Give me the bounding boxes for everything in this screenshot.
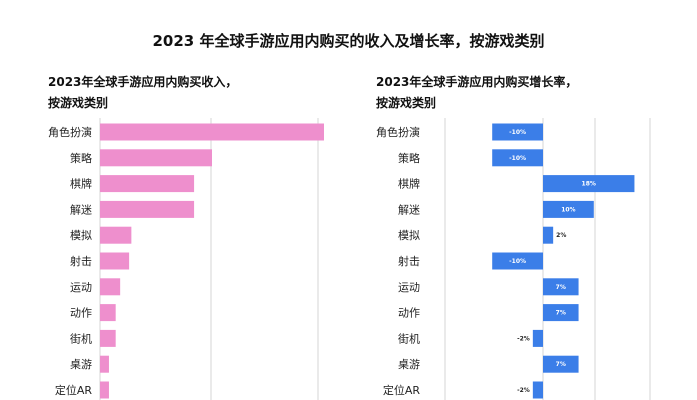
right-bar: [492, 123, 543, 141]
left-bar: [100, 226, 132, 244]
right-category-label: 角色扮演: [376, 125, 420, 139]
left-bar: [100, 381, 109, 399]
left-category-label: 桌游: [70, 358, 92, 371]
right-bar: [532, 329, 543, 347]
right-category-label: 棋牌: [398, 177, 420, 191]
right-bar: [543, 355, 579, 373]
left-category-label: 射击: [70, 254, 92, 268]
right-bar-data-label: -2%: [517, 335, 530, 342]
left-category-label: 模拟: [70, 228, 92, 242]
right-category-label: 解迷: [398, 202, 420, 216]
left-chart-title: 2023年全球手游应用内购买收入， 按游戏类别: [48, 72, 237, 114]
right-category-label: 街机: [398, 331, 420, 345]
right-category-label: 运动: [398, 281, 420, 294]
left-category-label: 解迷: [70, 202, 92, 216]
right-category-label: 模拟: [398, 228, 420, 242]
right-bar-data-label: 2%: [556, 232, 566, 239]
right-bar-data-label: -2%: [517, 387, 530, 394]
left-category-label: 角色扮演: [48, 125, 92, 139]
right-bar-data-label: 7%: [556, 310, 566, 317]
left-bar: [100, 200, 195, 218]
right-bar-data-label: 7%: [556, 361, 566, 368]
left-category-label: 策略: [70, 151, 92, 165]
left-bar: [100, 329, 116, 347]
left-chart-title-line-2: 按游戏类别: [48, 96, 109, 110]
left-bar: [100, 304, 116, 322]
right-category-label: 动作: [398, 307, 420, 320]
left-bar: [100, 149, 212, 167]
left-bar: [100, 355, 109, 373]
right-bar: [543, 175, 635, 193]
right-chart-title-line-2: 按游戏类别: [376, 96, 437, 110]
right-chart-title-line-1: 2023年全球手游应用内购买增长率，: [376, 75, 578, 89]
right-bar: [532, 381, 543, 399]
left-category-label: 街机: [70, 331, 92, 345]
right-chart-title: 2023年全球手游应用内购买增长率， 按游戏类别: [376, 72, 577, 114]
right-category-label: 策略: [398, 151, 420, 165]
right-category-label: 射击: [398, 254, 420, 268]
left-category-label: 动作: [70, 307, 92, 320]
main-title: 2023 年全球手游应用内购买的收入及增长率，按游戏类别: [152, 32, 545, 50]
right-bar-data-label: 7%: [556, 284, 566, 291]
right-category-label: 桌游: [398, 358, 420, 371]
right-bar-data-label: -10%: [509, 258, 526, 265]
left-bar: [100, 252, 130, 270]
left-bar: [100, 123, 324, 141]
right-bar: [492, 149, 543, 167]
left-category-label: 定位AR: [55, 383, 93, 397]
left-bar: [100, 278, 121, 296]
right-category-label: 定位AR: [383, 383, 421, 397]
left-bar: [100, 175, 195, 193]
left-category-label: 棋牌: [70, 177, 92, 191]
right-bar-data-label: -10%: [509, 155, 526, 162]
right-bar-data-label: 18%: [582, 181, 596, 188]
right-bar: [543, 304, 579, 322]
left-chart-title-line-1: 2023年全球手游应用内购买收入，: [48, 75, 238, 89]
right-bar: [543, 200, 594, 218]
right-bar: [543, 226, 554, 244]
right-bar-data-label: -10%: [509, 129, 526, 136]
right-bar: [492, 252, 543, 270]
right-bar: [543, 278, 579, 296]
right-bar-data-label: 10%: [561, 206, 575, 213]
left-category-label: 运动: [70, 281, 92, 294]
